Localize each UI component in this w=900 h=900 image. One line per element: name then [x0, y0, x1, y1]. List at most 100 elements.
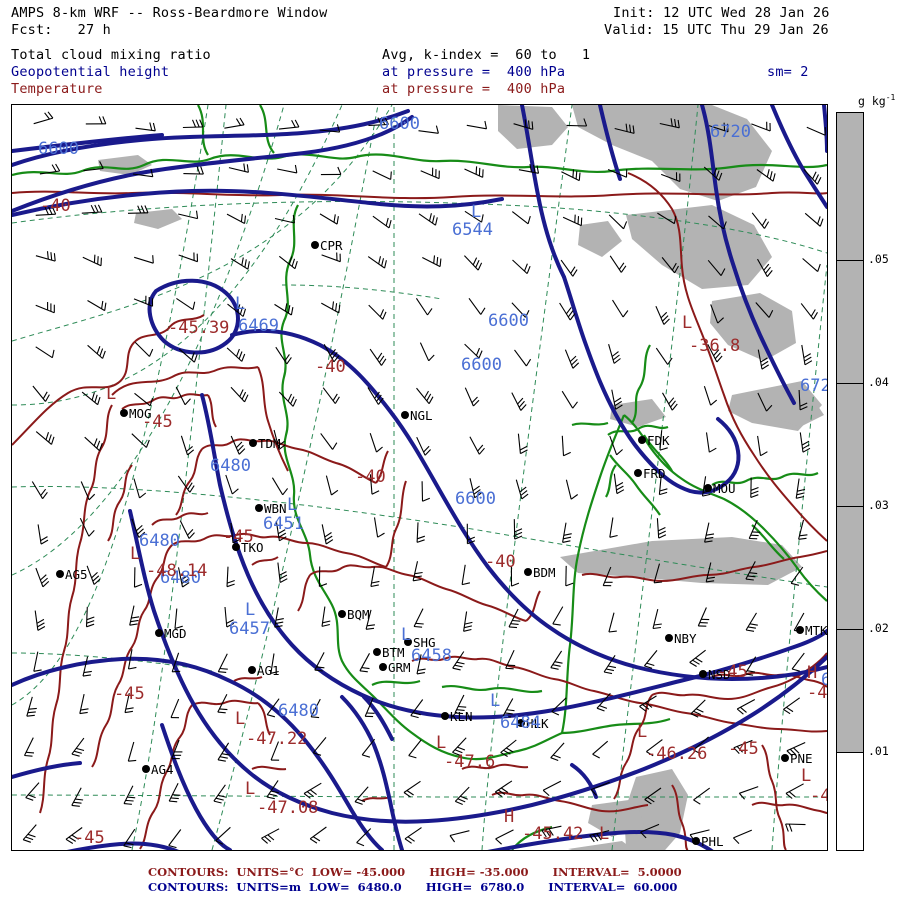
station-dot[interactable]	[524, 568, 532, 576]
temperature-contour-label: -45.39	[168, 318, 230, 338]
station-label-grm: GRM	[388, 660, 411, 675]
extremum-marker-l: L	[106, 384, 117, 404]
colorbar-tick-04	[837, 383, 863, 384]
station-dot[interactable]	[796, 626, 804, 634]
station-label-kln: KLN	[450, 709, 473, 724]
station-dot[interactable]	[404, 638, 412, 646]
field3-info: at pressure = 400 hPa	[382, 81, 566, 97]
station-label-bdm: BDM	[533, 565, 556, 580]
height-contour-label: 6451	[263, 514, 304, 534]
station-label-bqm: BQM	[347, 607, 370, 622]
temperature-contour-label: -46.26	[646, 744, 708, 764]
extremum-marker-l: L	[401, 625, 412, 645]
extremum-marker-l: L	[130, 544, 141, 564]
station-dot[interactable]	[248, 666, 256, 674]
station-dot[interactable]	[692, 837, 700, 845]
station-label-nby: NBY	[674, 631, 697, 646]
height-contour-label: 6457	[229, 619, 270, 639]
station-dot[interactable]	[311, 241, 319, 249]
height-contour-label: 6600	[38, 139, 79, 159]
station-dot[interactable]	[665, 634, 673, 642]
temperature-contour-label: -45	[114, 684, 145, 704]
colorbar-tick-03	[837, 506, 863, 507]
station-label-mtk: MTK	[805, 623, 828, 638]
station-label-phl: PHL	[701, 834, 724, 849]
height-contour-label: 6651	[821, 670, 827, 690]
station-label-ag5: AG5	[65, 567, 88, 582]
station-dot[interactable]	[142, 765, 150, 773]
station-dot[interactable]	[120, 409, 128, 417]
station-label-cpr: CPR	[320, 238, 343, 253]
height-contour-label: 6480	[210, 456, 251, 476]
height-contour-label: 6480	[139, 531, 180, 551]
station-label-fdk: FDK	[647, 433, 670, 448]
station-dot[interactable]	[704, 484, 712, 492]
temperature-contour-label: -36.8	[689, 336, 741, 356]
extremum-marker-l: L	[637, 722, 648, 742]
height-contour-label: 6480	[160, 568, 201, 588]
station-dot[interactable]	[232, 543, 240, 551]
height-contour-label: 6720	[710, 122, 751, 142]
forecast-hour: Fcst: 27 h	[11, 22, 111, 38]
map-canvas	[12, 105, 827, 850]
temp-contour-legend: CONTOURS: UNITS=°C LOW= -45.000 HIGH= -3…	[148, 865, 682, 879]
station-dot[interactable]	[155, 629, 163, 637]
weather-map-plot[interactable]: CPR MOG TDM WBN TKO AG5 MGD AG1 AG4 BQM BTM GRM SHG K…	[11, 104, 828, 851]
extremum-marker-l: L	[490, 691, 501, 711]
extremum-marker-l: L	[287, 495, 298, 515]
extremum-marker-l: L	[599, 824, 610, 844]
station-label-tdm: TDM	[258, 436, 281, 451]
colorbar-units: g kg-1	[858, 93, 895, 108]
extremum-marker-l: L	[436, 733, 447, 753]
station-label-nsd: NSD	[708, 667, 731, 682]
station-dot[interactable]	[249, 439, 257, 447]
field1-info: Avg, k-index = 60 to 1	[382, 47, 591, 63]
station-dot[interactable]	[634, 469, 642, 477]
field1-name: Total cloud mixing ratio	[11, 47, 211, 63]
station-dot[interactable]	[401, 411, 409, 419]
cloud-shading-layer	[98, 105, 824, 850]
colorbar-label-02: .02	[868, 621, 889, 635]
map-overlay: CPR MOG TDM WBN TKO AG5 MGD AG1 AG4 BQM BTM GRM SHG K…	[12, 105, 827, 850]
station-label-shg: SHG	[413, 635, 436, 650]
station-dot[interactable]	[379, 663, 387, 671]
station-dot[interactable]	[699, 670, 707, 678]
temperature-contour-label: -45	[717, 662, 748, 682]
station-dot[interactable]	[373, 648, 381, 656]
extremum-marker-l: L	[235, 294, 246, 314]
temperature-contour-label: -45	[223, 527, 254, 547]
colorbar-label-04: .04	[868, 375, 889, 389]
station-dot[interactable]	[781, 754, 789, 762]
extremum-marker-l: L	[245, 779, 256, 799]
extremum-marker-l: L	[801, 766, 812, 786]
init-time: Init: 12 UTC Wed 28 Jan 26	[613, 5, 830, 21]
station-dot[interactable]	[255, 504, 263, 512]
height-contour-label: 6480	[278, 701, 319, 721]
height-contour-legend: CONTOURS: UNITS=m LOW= 6480.0 HIGH= 6780…	[148, 880, 678, 894]
field2-name: Geopotential height	[11, 64, 170, 80]
station-dot[interactable]	[517, 719, 525, 727]
temperature-contour-label: -45	[728, 739, 759, 759]
station-label-ag4: AG4	[151, 762, 174, 777]
field2-info: at pressure = 400 hPa	[382, 64, 566, 80]
station-dot[interactable]	[638, 436, 646, 444]
station-label-mog: MOG	[129, 406, 152, 421]
colorbar-label-05: .05	[868, 252, 889, 266]
cloud-mixing-ratio-colorbar[interactable]	[836, 112, 864, 851]
extremum-marker-h: H	[504, 807, 515, 827]
station-label-pne: PNE	[790, 751, 813, 766]
temperature-contour-label: -45	[142, 412, 173, 432]
height-contour-label: 6544	[452, 220, 493, 240]
station-label-ngl: NGL	[410, 408, 433, 423]
temperature-contour-label: -40	[315, 357, 346, 377]
station-label-tko: TKO	[241, 540, 264, 555]
height-contour-label: 6600	[488, 311, 529, 331]
extremum-marker-l: L	[471, 202, 482, 222]
station-dot[interactable]	[56, 570, 64, 578]
colorbar-units-exponent: -1	[885, 93, 896, 102]
height-contour-label: 6600	[379, 114, 420, 134]
height-contour-label: 6600	[461, 355, 502, 375]
station-dot[interactable]	[338, 610, 346, 618]
height-contour-label: 6720	[800, 376, 827, 396]
station-dot[interactable]	[441, 712, 449, 720]
